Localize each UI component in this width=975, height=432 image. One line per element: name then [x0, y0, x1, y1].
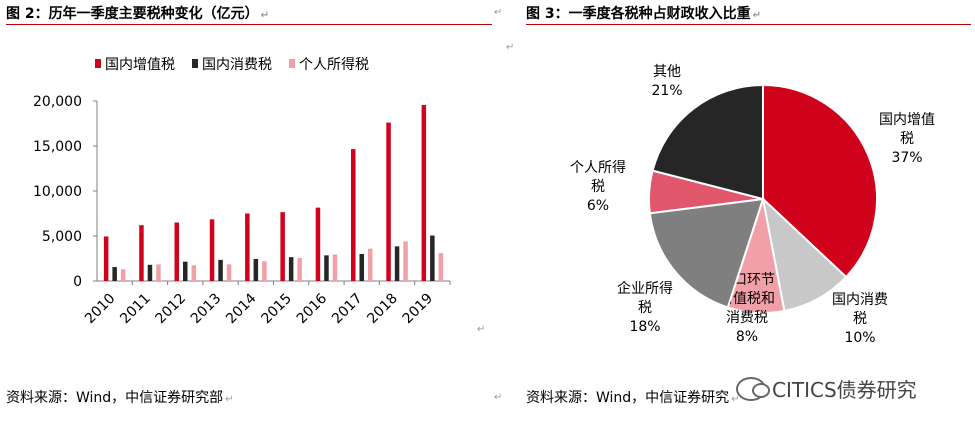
- paragraph-mark: ↵: [506, 42, 515, 53]
- x-tick-label: 2011: [117, 291, 154, 328]
- pie-label-line: 企业所得: [617, 280, 673, 297]
- bar-2017-0: [351, 149, 356, 281]
- bar-2015-0: [280, 212, 285, 281]
- bar-2013-2: [226, 264, 232, 281]
- x-tick-label: 2018: [364, 291, 401, 328]
- bar-chart-panel: 图 2：历年一季度主要税种变化（亿元） ↵ ↵ 国内增值税 国内消费税 个人所得税 0 5…: [6, 6, 503, 406]
- pie-label-line: 国内消费: [832, 292, 888, 308]
- bar-chart-source: 资料来源：Wind，中信证券研究部 ↵: [6, 390, 234, 406]
- pie-slice-5: [651, 83, 764, 201]
- paragraph-mark: ↵: [752, 10, 762, 21]
- pie-label-0: 国内增值税 37%: [879, 112, 935, 166]
- pie-label-line: 增值税和: [719, 291, 775, 307]
- y-tick-label: 15,000: [33, 139, 82, 155]
- watermark: CITICS债券研究: [736, 374, 917, 403]
- bar-2013-1: [218, 259, 223, 281]
- bar-2011-1: [147, 264, 153, 281]
- pie-chart-source: 资料来源：Wind，中信证券研究 ↵: [526, 390, 740, 406]
- watermark-text: CITICS债券研究: [772, 378, 917, 402]
- pie-slice-1: [761, 196, 848, 313]
- pie-chart-title: 图 3：一季度各税种占财政收入比重 ↵: [526, 6, 762, 22]
- bar-2018-2: [403, 241, 408, 281]
- title-rule: [6, 24, 492, 25]
- y-tick-label: 0: [73, 274, 82, 290]
- legend-swatch: [192, 59, 198, 68]
- pie-label-line: 8%: [736, 329, 758, 345]
- x-tick-label: 2013: [188, 291, 225, 328]
- bar-2010-2: [120, 269, 126, 281]
- bar-chart: 国内增值税 国内消费税 个人所得税 0 5,000 10,000 15,000 20,000 2…: [33, 56, 451, 328]
- x-tick-label: 2016: [294, 290, 331, 327]
- pie-label-line: 6%: [587, 198, 609, 214]
- pie-label-line: 其他: [653, 64, 681, 80]
- bar-2010-0: [103, 236, 109, 281]
- paragraph-mark: ↵: [494, 7, 503, 18]
- x-tick-label: 2017: [329, 291, 366, 328]
- x-tick-label: 2010: [82, 291, 119, 328]
- bar-2018-0: [386, 122, 391, 281]
- y-tick-label: 5,000: [42, 229, 82, 245]
- y-tick-label: 10,000: [33, 184, 82, 200]
- paragraph-mark: ↵: [260, 10, 270, 21]
- pie-label-1: 国内消费税 10%: [832, 292, 888, 346]
- pie-label-line: 税: [591, 179, 605, 195]
- legend-label: 国内增值税: [105, 57, 175, 73]
- bar-2015-2: [297, 258, 302, 281]
- pie-label-line: 税: [853, 311, 867, 327]
- paragraph-mark: ↵: [225, 394, 234, 405]
- pie-label-3: 企业所得税 18%: [617, 280, 673, 335]
- bar-2014-1: [253, 258, 259, 281]
- bar-2017-1: [359, 254, 364, 281]
- bar-2010-1: [112, 267, 117, 281]
- pie-label-line: 国内增值: [879, 112, 935, 128]
- x-tick-label: 2019: [400, 291, 437, 328]
- bar-2012-2: [191, 265, 196, 281]
- x-tick-label: 2012: [153, 291, 190, 328]
- legend-label: 国内消费税: [202, 57, 272, 73]
- y-tick-label: 20,000: [33, 94, 82, 110]
- pie-label-line: 消费税: [726, 310, 768, 326]
- bar-2016-2: [332, 254, 338, 281]
- bar-2012-1: [183, 261, 188, 281]
- bar-2019-0: [421, 105, 427, 281]
- legend-swatch: [289, 59, 295, 68]
- pie-slice-3: [648, 197, 765, 309]
- legend-swatch: [95, 59, 101, 68]
- pie-label-line: 21%: [651, 83, 682, 99]
- pie-label-5: 其他 21%: [651, 64, 682, 99]
- pie-label-line: 个人所得: [570, 159, 626, 176]
- pie-chart: 国内增值税 37%国内消费税 10%进口环节增值税和消费税 8%企业所得税 18%个人所…: [570, 64, 935, 346]
- pie-slice-0: [762, 83, 878, 279]
- pie-chart-panel: 图 3：一季度各税种占财政收入比重 ↵ 国内增值税 37% 国内消费税 10% 进口环节增…: [520, 0, 975, 432]
- pie-label-line: 税: [900, 131, 914, 147]
- pie-label-line: 37%: [891, 150, 922, 166]
- pie-label-line: 10%: [844, 330, 875, 346]
- bar-2019-2: [438, 253, 444, 281]
- bar-2013-0: [209, 219, 215, 281]
- bar-2014-2: [262, 261, 267, 281]
- paragraph-mark: ↵: [494, 392, 503, 403]
- pie-label-line: 18%: [629, 319, 660, 335]
- bar-2015-1: [288, 257, 294, 281]
- x-tick-label: 2014: [223, 290, 260, 327]
- bar-chart-title: 图 2：历年一季度主要税种变化（亿元） ↵: [6, 6, 270, 22]
- title-rule: [526, 24, 971, 25]
- wechat-icon: [736, 376, 770, 401]
- bar-2011-2: [156, 264, 161, 281]
- bar-2011-0: [139, 225, 144, 281]
- bar-2016-1: [324, 255, 329, 281]
- bar-2017-2: [368, 248, 373, 281]
- paragraph-mark: ↵: [477, 324, 486, 335]
- bar-2012-0: [174, 222, 179, 281]
- pie-label-line: 税: [638, 300, 652, 316]
- pie-label-2: 进口环节增值税和消费税 8%: [719, 272, 775, 345]
- paragraph-mark: ↵: [731, 394, 740, 405]
- bar-2018-1: [394, 246, 400, 281]
- pie-label-4: 个人所得税 6%: [570, 159, 626, 214]
- legend-label: 个人所得税: [299, 56, 369, 73]
- bar-2014-0: [245, 213, 250, 281]
- x-tick-label: 2015: [258, 291, 295, 328]
- bar-2019-1: [430, 235, 435, 281]
- bar-2016-0: [315, 207, 321, 281]
